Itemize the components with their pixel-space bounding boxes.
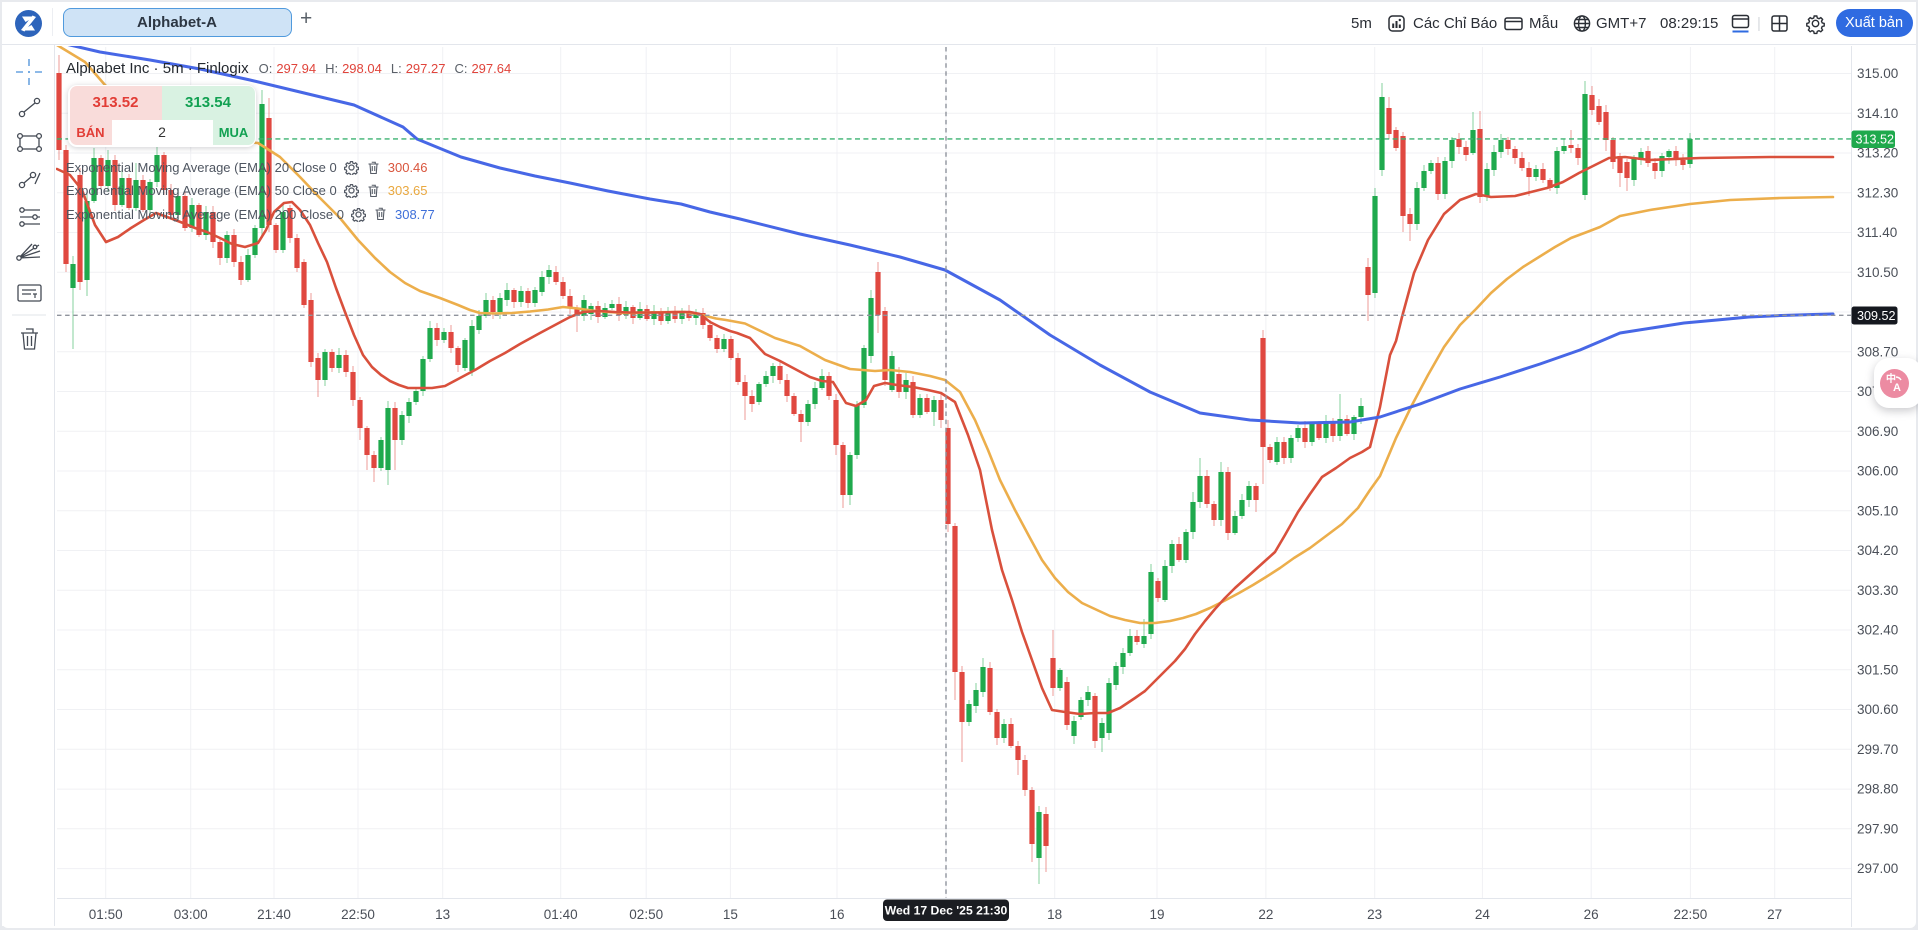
svg-text:314.10: 314.10	[1857, 106, 1898, 121]
svg-text:21:40: 21:40	[257, 907, 291, 922]
svg-text:297.90: 297.90	[1857, 821, 1898, 836]
svg-text:297.00: 297.00	[1857, 861, 1898, 876]
svg-text:306.00: 306.00	[1857, 464, 1898, 479]
svg-text:312.30: 312.30	[1857, 185, 1898, 200]
svg-text:303.30: 303.30	[1857, 583, 1898, 598]
svg-text:22:50: 22:50	[1674, 907, 1708, 922]
svg-text:309.52: 309.52	[1857, 309, 1896, 323]
svg-text:02:50: 02:50	[629, 907, 663, 922]
svg-text:15: 15	[723, 907, 738, 922]
svg-text:A: A	[1893, 382, 1901, 394]
svg-text:310.50: 310.50	[1857, 265, 1898, 280]
svg-text:306.90: 306.90	[1857, 424, 1898, 439]
svg-text:18: 18	[1047, 907, 1062, 922]
svg-text:308.70: 308.70	[1857, 344, 1898, 359]
svg-text:304.20: 304.20	[1857, 543, 1898, 558]
svg-text:302.40: 302.40	[1857, 623, 1898, 638]
svg-text:01:50: 01:50	[89, 907, 123, 922]
svg-text:27: 27	[1767, 907, 1782, 922]
svg-text:298.80: 298.80	[1857, 782, 1898, 797]
svg-text:16: 16	[829, 907, 844, 922]
svg-text:311.40: 311.40	[1857, 225, 1897, 240]
svg-text:22:50: 22:50	[341, 907, 375, 922]
svg-text:13: 13	[435, 907, 450, 922]
svg-text:313.20: 313.20	[1857, 146, 1898, 161]
svg-text:300.60: 300.60	[1857, 702, 1898, 717]
svg-text:19: 19	[1149, 907, 1164, 922]
svg-text:299.70: 299.70	[1857, 742, 1898, 757]
svg-text:24: 24	[1475, 907, 1491, 922]
svg-text:01:40: 01:40	[544, 907, 578, 922]
svg-text:315.00: 315.00	[1857, 66, 1898, 81]
svg-text:23: 23	[1367, 907, 1382, 922]
svg-text:313.52: 313.52	[1856, 133, 1895, 147]
svg-text:26: 26	[1584, 907, 1599, 922]
svg-text:301.50: 301.50	[1857, 662, 1898, 677]
svg-text:中: 中	[1886, 372, 1896, 385]
svg-text:22: 22	[1258, 907, 1273, 922]
svg-text:03:00: 03:00	[174, 907, 208, 922]
svg-text:305.10: 305.10	[1857, 503, 1898, 518]
svg-text:Wed 17 Dec '25 21:30: Wed 17 Dec '25 21:30	[885, 904, 1008, 918]
